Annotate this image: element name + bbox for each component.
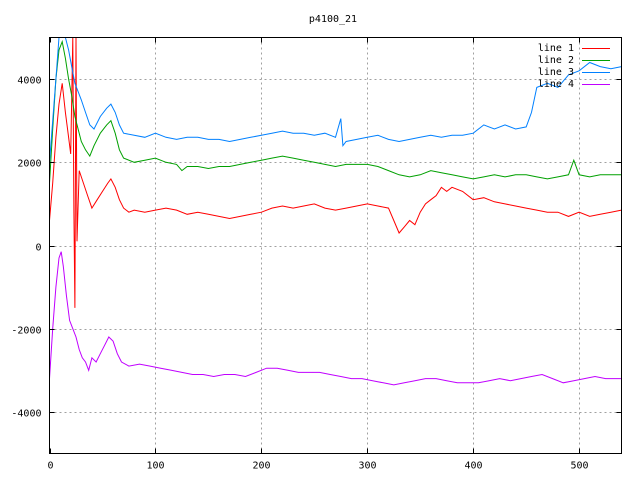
y-tick-label: 2000: [17, 159, 41, 170]
x-tick-label: 100: [146, 461, 164, 472]
series-line-4: [49, 251, 622, 386]
series-line-1: [49, 37, 622, 308]
series-group: [49, 37, 622, 386]
y-tick-label: -2000: [11, 326, 41, 337]
legend-label: line 1: [538, 43, 574, 54]
series-line-2: [49, 39, 622, 184]
x-tick-label: 500: [570, 461, 588, 472]
chart-title: p4100_21: [309, 14, 357, 25]
series-line-3: [49, 37, 622, 163]
legend-label: line 4: [538, 79, 574, 90]
x-tick-label: 300: [358, 461, 376, 472]
y-tick-label: 0: [35, 243, 41, 254]
y-tick-label: -4000: [11, 409, 41, 420]
x-tick-label: 200: [252, 461, 270, 472]
legend-label: line 3: [538, 67, 574, 78]
y-tick-label: 4000: [17, 76, 41, 87]
axis-ticks: 0 100 200 300 400 500 -4000 -2000 0 2000 4000: [11, 37, 622, 472]
plot-frame: [49, 37, 622, 454]
legend-label: line 2: [538, 55, 574, 66]
x-tick-label: 0: [47, 461, 53, 472]
x-tick-label: 400: [464, 461, 482, 472]
grid: [49, 37, 622, 454]
